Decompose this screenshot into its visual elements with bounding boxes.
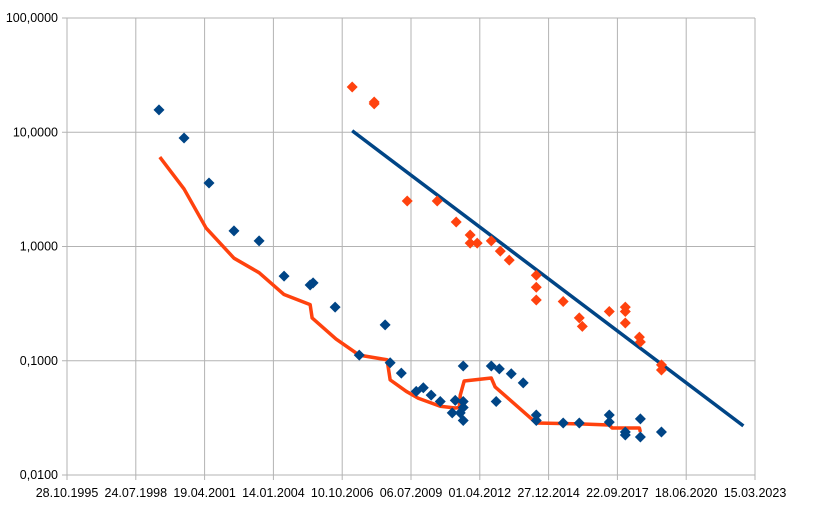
blue-data-point (446, 407, 458, 419)
x-tick-label: 22.09.2017 (586, 486, 649, 500)
blue-data-point (505, 368, 517, 380)
orange-data-point (557, 296, 569, 308)
orange-data-point (576, 320, 588, 332)
orange-data-point (464, 237, 476, 249)
blue-data-point (434, 395, 446, 407)
blue-data-point (619, 429, 631, 441)
x-tick-label: 24.07.1998 (105, 486, 168, 500)
x-tick-label: 15.03.2023 (724, 486, 787, 500)
plot-area (153, 81, 745, 443)
orange-data-point (530, 294, 542, 306)
orange-data-point (619, 305, 631, 317)
blue-data-point (603, 416, 615, 428)
blue-data-point (457, 395, 469, 407)
blue-data-point (353, 349, 365, 361)
orange-data-point (450, 216, 462, 228)
orange-data-point (530, 269, 542, 281)
orange-data-point (471, 237, 483, 249)
blue-data-point (417, 382, 429, 394)
y-tick-label: 0,0100 (20, 468, 58, 482)
blue-data-point (573, 417, 585, 429)
orange-data-point (619, 317, 631, 329)
blue-data-point (457, 414, 469, 426)
y-tick-label: 1,0000 (20, 240, 58, 254)
blue-data-point (449, 394, 461, 406)
orange-data-point (346, 81, 358, 93)
y-tick-label: 100,0000 (6, 11, 58, 25)
orange-data-point (634, 336, 646, 348)
blue-data-point (395, 367, 407, 379)
blue-data-point (517, 377, 529, 389)
blue-data-point (153, 104, 165, 116)
blue-data-point (425, 389, 437, 401)
blue-data-point (329, 301, 341, 313)
orange-data-point (464, 229, 476, 241)
blue-data-point (634, 413, 646, 425)
blue-data-point (253, 235, 265, 247)
blue-data-point (178, 132, 190, 144)
x-tick-label: 18.06.2020 (655, 486, 718, 500)
blue-data-point (278, 270, 290, 282)
x-tick-label: 19.04.2001 (173, 486, 236, 500)
orange-data-point (573, 312, 585, 324)
x-tick-label: 10.10.2006 (311, 486, 374, 500)
x-tick-label: 06.07.2009 (380, 486, 443, 500)
blue-trend-line (351, 129, 745, 428)
orange-data-point (503, 254, 515, 266)
blue-data-point (307, 277, 319, 289)
orange-data-point (431, 195, 443, 207)
blue-data-point (530, 414, 542, 426)
orange-data-point (485, 235, 497, 247)
x-tick-label: 27.12.2014 (517, 486, 580, 500)
orange-data-point (494, 245, 506, 257)
blue-data-point (203, 177, 215, 189)
blue-data-point (457, 401, 469, 413)
x-tick-label: 28.10.1995 (36, 486, 99, 500)
x-tick-label: 01.04.2012 (449, 486, 512, 500)
y-tick-label: 0,1000 (20, 354, 58, 368)
grid (62, 17, 756, 480)
orange-data-point (603, 305, 615, 317)
orange-data-point (530, 281, 542, 293)
blue-data-point (557, 417, 569, 429)
orange-data-point (368, 98, 380, 110)
x-axis: 28.10.1995 24.07.1998 19.04.2001 14.01.2004… (36, 486, 787, 500)
blue-data-point (634, 431, 646, 443)
orange-data-point (655, 364, 667, 376)
blue-data-point (384, 357, 396, 369)
blue-data-point (490, 395, 502, 407)
blue-data-point (493, 363, 505, 375)
y-axis: 100,0000 10,0000 1,0000 0,1000 0,0100 (6, 11, 58, 482)
blue-data-point (655, 426, 667, 438)
x-tick-label: 14.01.2004 (242, 486, 305, 500)
blue-data-point (379, 319, 391, 331)
blue-data-point (457, 360, 469, 372)
orange-data-point (401, 195, 413, 207)
blue-data-point (603, 409, 615, 421)
blue-data-point (228, 225, 240, 237)
y-tick-label: 10,0000 (13, 125, 58, 139)
